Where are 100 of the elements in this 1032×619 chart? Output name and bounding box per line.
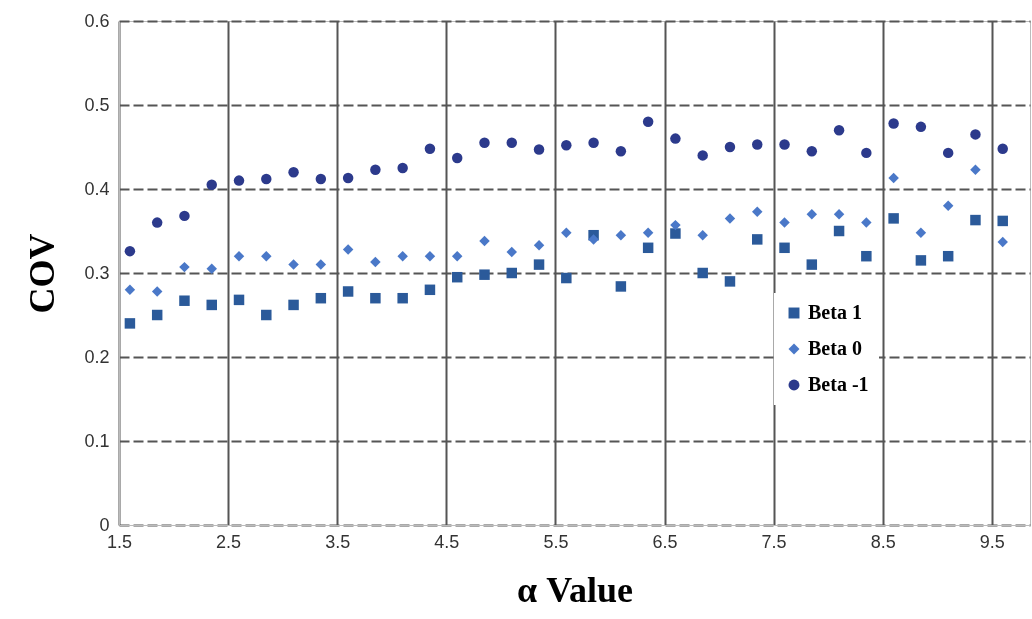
x-tick-label: 9.5: [979, 531, 1005, 552]
point: [233, 175, 245, 186]
point: [370, 256, 381, 268]
point: [342, 172, 354, 184]
point: [997, 215, 1008, 227]
point: [151, 217, 163, 228]
point: [915, 121, 927, 133]
point: [151, 286, 163, 297]
point: [997, 143, 1008, 154]
point: [206, 179, 217, 191]
point: [479, 269, 490, 280]
legend-label: Beta 1: [808, 301, 862, 323]
point: [479, 235, 490, 247]
point: [970, 164, 981, 175]
point: [261, 173, 272, 185]
point: [670, 219, 681, 231]
point: [806, 259, 818, 270]
point: [833, 124, 845, 136]
point: [779, 139, 790, 150]
point: [752, 234, 763, 245]
x-tick-label: 5.5: [543, 531, 569, 552]
point: [888, 118, 899, 129]
x-tick-label: 2.5: [216, 531, 242, 552]
point: [124, 245, 136, 257]
point: [315, 259, 327, 270]
point: [124, 318, 136, 329]
point: [561, 140, 572, 151]
point: [315, 173, 327, 185]
x-axis-title: α Value: [517, 569, 633, 610]
point: [506, 137, 518, 149]
point: [233, 294, 245, 306]
point: [424, 143, 436, 154]
point: [724, 276, 736, 287]
point: [615, 145, 627, 157]
x-tick-label: 3.5: [325, 531, 351, 552]
point: [206, 299, 217, 311]
point: [506, 267, 518, 279]
point: [479, 137, 490, 149]
point: [861, 217, 872, 228]
point: [752, 139, 763, 150]
point: [942, 200, 954, 212]
point: [561, 272, 572, 284]
point: [942, 147, 954, 159]
point: [970, 214, 981, 226]
x-tick-label: 8.5: [870, 531, 896, 552]
point: [451, 250, 463, 262]
y-tick-label: 0.4: [84, 178, 110, 199]
point: [506, 246, 518, 258]
point: [397, 162, 408, 174]
point: [942, 250, 954, 262]
point: [151, 309, 163, 321]
point: [179, 210, 190, 222]
point: [206, 263, 217, 275]
point: [179, 295, 190, 306]
point: [424, 250, 436, 262]
legend-label: Beta -1: [808, 373, 869, 395]
point: [288, 259, 299, 270]
x-tick-label: 4.5: [434, 531, 460, 552]
point: [451, 271, 463, 283]
point: [397, 250, 408, 262]
point: [779, 242, 790, 254]
point: [533, 144, 545, 155]
point: [888, 213, 899, 224]
point: [615, 281, 627, 292]
point: [397, 292, 408, 304]
point: [124, 284, 136, 296]
point: [642, 116, 654, 128]
point: [451, 152, 463, 164]
point: [261, 250, 272, 262]
point: [342, 286, 354, 297]
x-tick-label: 6.5: [652, 531, 678, 552]
point: [588, 137, 599, 149]
point: [888, 172, 899, 184]
point: [997, 236, 1008, 248]
y-tick-label: 0.3: [84, 262, 110, 283]
point: [588, 234, 599, 245]
point: [179, 261, 190, 273]
y-tick-label: 0.1: [84, 430, 110, 451]
y-tick-label: 0.2: [84, 346, 110, 367]
point: [915, 227, 927, 238]
point: [697, 267, 708, 279]
point: [261, 309, 272, 321]
point: [315, 292, 327, 304]
point: [561, 227, 572, 238]
point: [370, 164, 381, 175]
point: [424, 284, 436, 296]
point: [861, 250, 872, 262]
y-tick-label: 0.6: [84, 10, 110, 31]
y-axis-title: COV: [22, 233, 63, 314]
point: [533, 259, 545, 270]
point: [615, 229, 627, 241]
x-tick-label: 7.5: [761, 531, 787, 552]
point: [697, 229, 708, 241]
point: [697, 150, 708, 161]
point: [642, 242, 654, 254]
point: [806, 208, 818, 220]
y-tick-label: 0.5: [84, 94, 110, 115]
point: [861, 147, 872, 159]
point: [370, 292, 381, 304]
legend-label: Beta 0: [808, 337, 862, 359]
